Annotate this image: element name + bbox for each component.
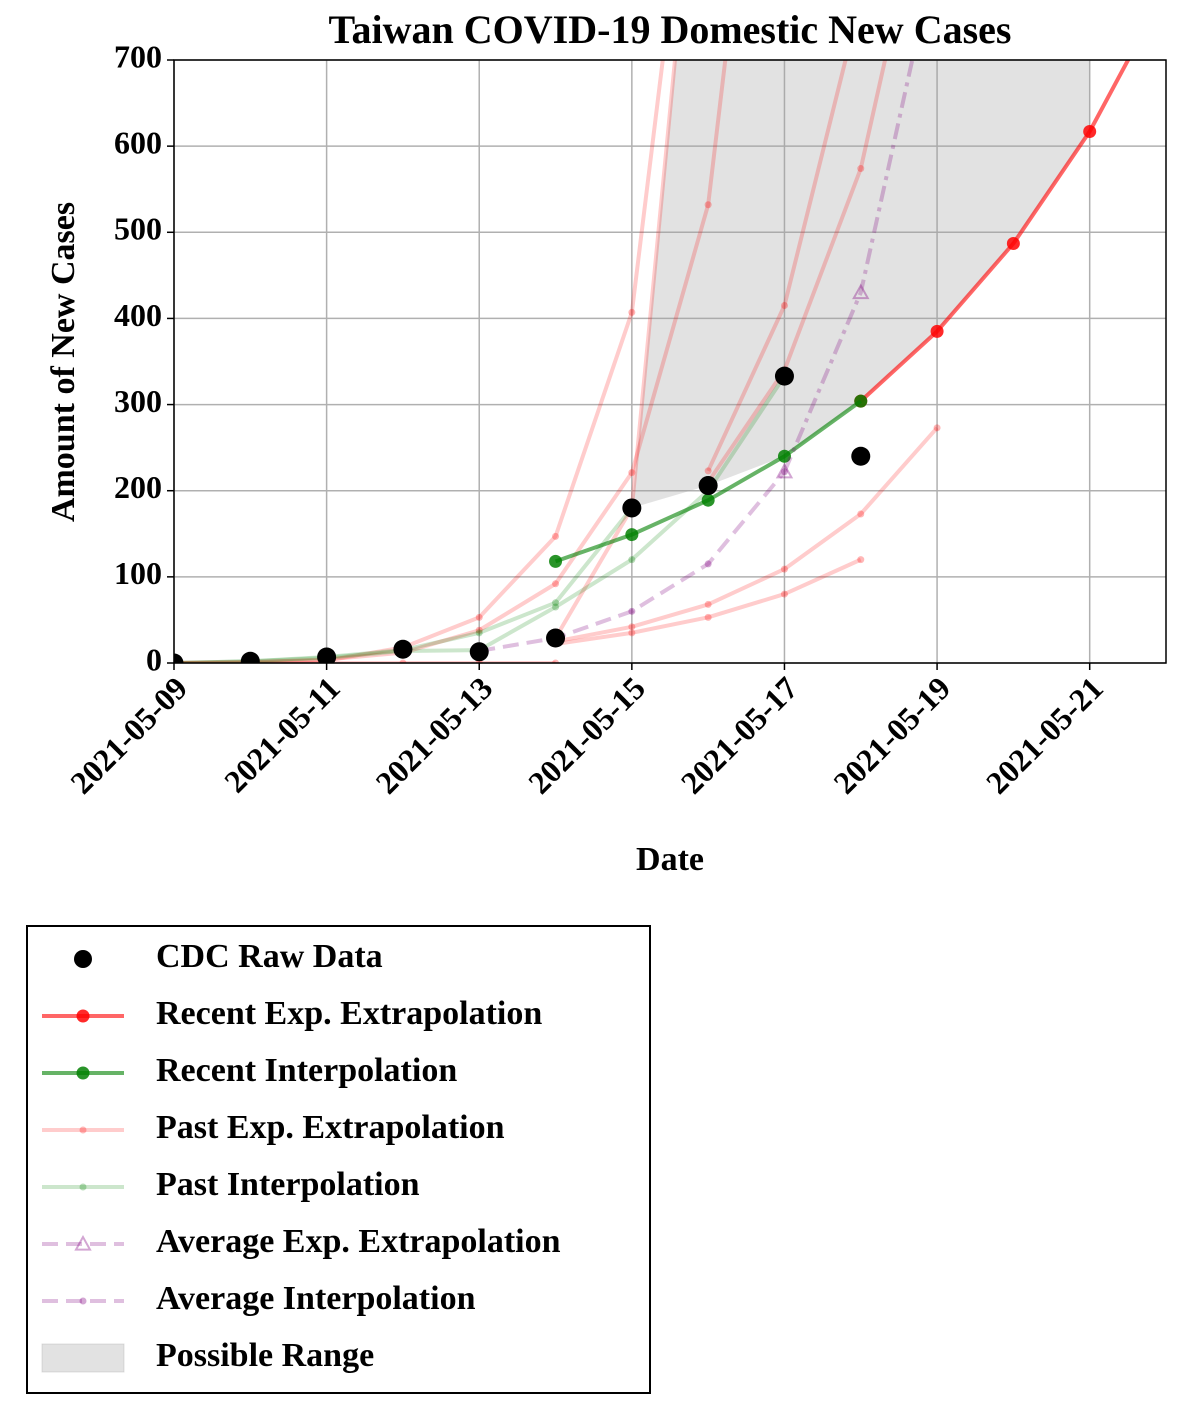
y-tick-label: 500 [114,211,162,247]
marker [933,424,941,432]
legend-label: Recent Exp. Extrapolation [156,995,542,1032]
marker [79,1297,87,1305]
plot-frame [173,59,1167,664]
marker [552,580,560,588]
series-line [555,557,862,647]
marker [79,1126,87,1134]
data-point [622,498,642,518]
y-tick-label: 700 [114,38,162,74]
legend-entry: Past Interpolation [42,1166,420,1203]
legend-entry: CDC Raw Data [74,938,383,975]
marker [76,1009,90,1023]
marker [780,590,788,598]
legend-entry: Average Exp. Extrapolation [42,1223,561,1260]
series-line [782,60,915,473]
marker [399,659,407,663]
marker [1083,124,1097,138]
y-tick-label: 300 [114,383,162,419]
series-line [174,60,665,663]
marker [628,629,636,637]
marker [780,468,788,476]
series-line [706,60,848,472]
marker [475,626,483,634]
x-axis-label: Date [636,841,704,878]
range-area [631,60,1090,508]
series-line [555,426,939,644]
legend-label: Past Interpolation [156,1166,420,1203]
legend-label: Possible Range [156,1337,374,1374]
y-axis-label: Amount of New Cases [45,202,82,522]
data-point [851,446,871,466]
legend-label: Recent Interpolation [156,1052,457,1089]
marker [552,599,560,607]
legend: CDC Raw Data Recent Exp. Extrapolation Rec… [41,938,561,1374]
legend-entry: Average Interpolation [42,1280,476,1317]
marker [857,556,865,564]
legend-entry: Recent Exp. Extrapolation [42,995,542,1032]
marker [775,462,794,479]
marker [701,493,715,507]
marker [930,324,944,338]
y-tick-label: 100 [114,555,162,591]
marker [857,165,865,173]
series-line [174,60,728,663]
marker [552,532,560,540]
marker [852,283,870,300]
legend-swatch [74,950,92,968]
y-tick-label: 200 [114,469,162,505]
data-point [774,366,794,386]
marker [628,607,636,615]
marker [780,302,788,310]
series-line [478,470,787,653]
marker [704,201,712,209]
data-point [469,642,489,662]
series-line [706,60,888,484]
data-point [317,647,337,663]
marker [552,659,560,663]
marker [628,556,636,564]
marker [704,560,712,568]
marker [475,629,483,637]
marker [76,1066,90,1080]
marker [79,1183,87,1191]
plot-marks [174,60,1131,663]
marker [780,565,788,573]
y-tick-label: 400 [114,297,162,333]
legend-label: CDC Raw Data [156,938,383,975]
y-tick-label: 600 [114,124,162,160]
data-point [240,651,260,663]
marker [628,623,636,631]
marker [475,613,483,621]
legend-box [26,925,651,1394]
marker [552,603,560,611]
chart-title: Taiwan COVID-19 Domestic New Cases [329,7,1012,52]
marker [549,554,563,568]
data-point [174,653,184,663]
marker [1006,236,1020,250]
legend-entry: Past Exp. Extrapolation [42,1109,505,1146]
data-point [393,639,413,659]
legend-swatch [41,1343,125,1373]
legend-label: Average Interpolation [156,1280,476,1317]
marker [854,394,868,408]
marker [704,600,712,608]
data-point [546,628,566,648]
marker [704,613,712,621]
marker [625,528,639,542]
legend-label: Average Exp. Extrapolation [156,1223,561,1260]
marker [628,308,636,316]
y-tick-label: 0 [146,641,162,677]
marker [628,469,636,477]
marker [857,510,865,518]
legend-entry: Recent Interpolation [42,1052,457,1089]
marker [704,467,712,475]
legend-entry: Possible Range [41,1337,374,1374]
legend-label: Past Exp. Extrapolation [156,1109,505,1146]
marker [777,449,791,463]
marker [74,1234,92,1251]
data-point [698,476,718,496]
